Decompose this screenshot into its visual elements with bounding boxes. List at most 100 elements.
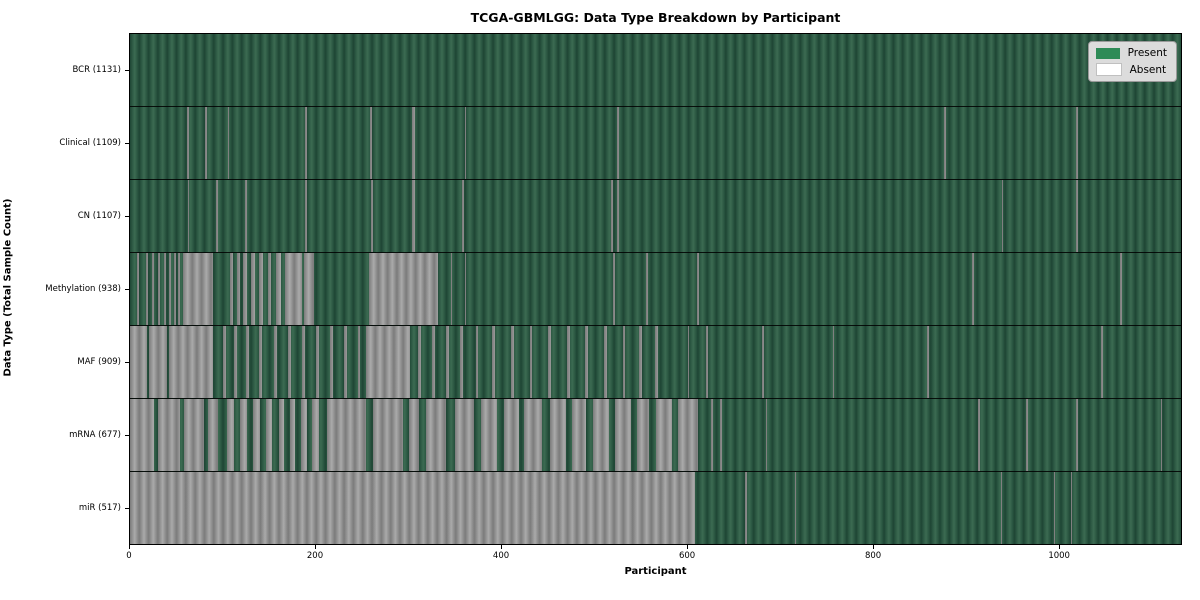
x-tick-label: 1000 <box>1048 551 1070 561</box>
absent-segment <box>1075 107 1078 179</box>
absent-segment <box>343 326 347 398</box>
absent-segment <box>285 253 302 325</box>
absent-segment <box>145 253 148 325</box>
x-tick-mark <box>501 545 503 549</box>
absent-segment <box>765 399 768 471</box>
absent-segment <box>761 326 764 398</box>
absent-segment <box>230 253 234 325</box>
absent-segment <box>304 107 308 179</box>
x-tick-mark <box>315 545 317 549</box>
absent-segment <box>572 399 587 471</box>
absent-segment <box>475 326 479 398</box>
absent-segment <box>208 399 219 471</box>
y-tick-mark <box>125 69 129 71</box>
x-tick-mark <box>129 545 130 549</box>
x-tick-label: 400 <box>492 551 510 561</box>
absent-segment <box>1025 399 1028 471</box>
legend-swatch-absent <box>1095 63 1122 76</box>
absent-segment <box>616 180 619 252</box>
absent-segment <box>236 253 240 325</box>
absent-segment <box>464 107 467 179</box>
absent-segment <box>169 253 171 325</box>
legend-entry: Absent <box>1095 63 1167 76</box>
row-BCR <box>130 34 1181 106</box>
absent-segment <box>432 326 435 398</box>
absent-segment <box>529 326 533 398</box>
absent-segment <box>611 180 614 252</box>
absent-segment <box>178 253 181 325</box>
y-tick-mark <box>125 289 129 290</box>
absent-segment <box>622 326 626 398</box>
absent-segment <box>639 326 643 398</box>
absent-segment <box>250 253 255 325</box>
x-tick-label: 600 <box>678 551 696 561</box>
absent-segment <box>259 253 263 325</box>
absent-segment <box>222 326 226 398</box>
absent-segment <box>183 399 205 471</box>
y-tick-label: miR (517) <box>78 503 121 514</box>
absent-segment <box>329 326 333 398</box>
absent-segment <box>157 253 160 325</box>
absent-segment <box>592 399 609 471</box>
absent-segment <box>450 253 453 325</box>
x-tick-mark <box>873 545 875 549</box>
absent-segment <box>481 399 498 471</box>
absent-segment <box>267 253 272 325</box>
absent-segment <box>687 326 690 398</box>
absent-segment <box>226 399 235 471</box>
absent-segment <box>548 326 551 398</box>
absent-segment <box>455 399 474 471</box>
absent-segment <box>301 326 305 398</box>
absent-segment <box>265 399 273 471</box>
absent-segment <box>137 253 140 325</box>
y-tick-mark <box>125 362 129 364</box>
absent-segment <box>637 399 650 471</box>
absent-segment <box>418 326 421 398</box>
absent-segment <box>585 326 589 398</box>
absent-segment <box>616 107 619 179</box>
absent-segment <box>566 326 570 398</box>
absent-segment <box>289 399 296 471</box>
absent-segment <box>1000 472 1002 544</box>
absent-segment <box>412 107 416 179</box>
absent-segment <box>613 253 616 325</box>
absent-segment <box>445 326 449 398</box>
absent-segment <box>655 399 672 471</box>
y-tick-label: Methylation (938) <box>45 284 121 294</box>
absent-segment <box>173 253 176 325</box>
x-tick-mark <box>687 545 689 549</box>
x-tick-label: 200 <box>306 551 324 561</box>
absent-segment <box>243 253 248 325</box>
x-tick-label: 800 <box>864 551 882 561</box>
absent-segment <box>216 180 219 252</box>
absent-segment <box>252 399 261 471</box>
x-tick-label: 0 <box>126 551 132 561</box>
y-tick-label: MAF (909) <box>77 357 121 368</box>
row-Clinical <box>130 106 1181 179</box>
row-Methylation <box>130 252 1181 325</box>
absent-segment <box>164 253 167 325</box>
y-tick-mark <box>125 215 129 217</box>
absent-segment <box>408 399 419 471</box>
absent-segment <box>696 253 699 325</box>
absent-segment <box>239 399 248 471</box>
absent-segment <box>373 399 404 471</box>
absent-segment <box>1119 253 1122 325</box>
absent-segment <box>274 326 277 398</box>
absent-segment <box>615 399 631 471</box>
absent-segment <box>187 180 190 252</box>
absent-segment <box>550 399 566 471</box>
absent-segment <box>459 326 463 398</box>
x-tick-mark <box>1059 545 1061 549</box>
absent-segment <box>368 253 438 325</box>
legend-swatch-present <box>1095 47 1120 59</box>
absent-segment <box>148 326 168 398</box>
absent-segment <box>157 399 181 471</box>
y-tick-mark <box>125 435 129 437</box>
absent-segment <box>425 399 446 471</box>
absent-segment <box>1001 180 1004 252</box>
absent-segment <box>795 472 797 544</box>
absent-segment <box>745 472 748 544</box>
absent-segment <box>655 326 658 398</box>
